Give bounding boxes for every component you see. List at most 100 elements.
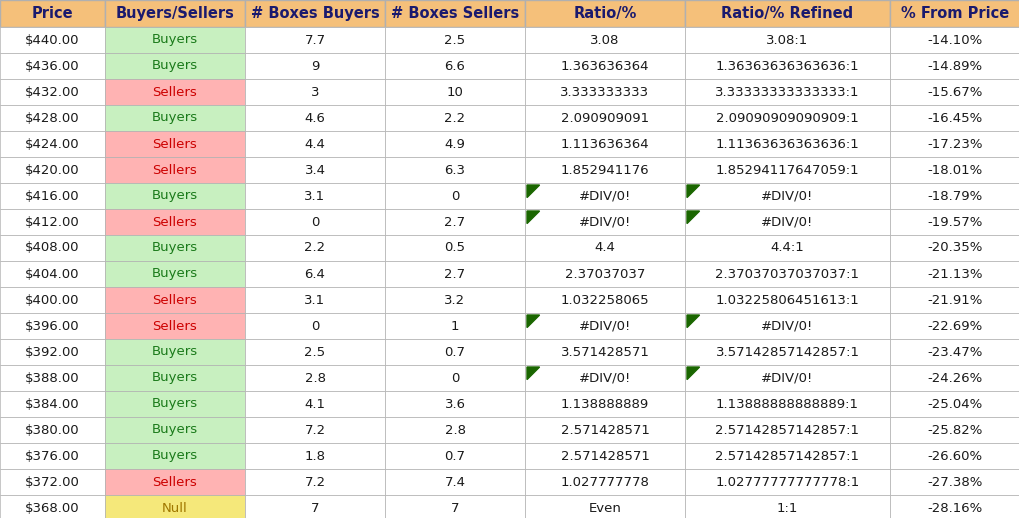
Text: 2.571428571: 2.571428571: [560, 424, 649, 437]
Text: $412.00: $412.00: [25, 215, 79, 228]
Text: -14.10%: -14.10%: [926, 34, 981, 47]
Bar: [384, 105, 525, 131]
Bar: [384, 157, 525, 183]
Text: 4.9: 4.9: [444, 137, 465, 151]
Text: 2.09090909090909:1: 2.09090909090909:1: [715, 111, 858, 124]
Text: -28.16%: -28.16%: [926, 501, 981, 514]
Bar: [685, 261, 890, 287]
Bar: [890, 235, 1019, 261]
Text: 9: 9: [311, 60, 319, 73]
Text: -16.45%: -16.45%: [926, 111, 981, 124]
Bar: [890, 79, 1019, 105]
Text: Buyers: Buyers: [152, 60, 198, 73]
Bar: [525, 183, 685, 209]
Bar: [890, 339, 1019, 365]
Text: 6.4: 6.4: [305, 267, 325, 281]
Text: $392.00: $392.00: [25, 346, 79, 358]
Polygon shape: [527, 185, 539, 197]
Bar: [685, 235, 890, 261]
Text: $376.00: $376.00: [25, 450, 79, 463]
Text: -17.23%: -17.23%: [926, 137, 981, 151]
Text: 4.4: 4.4: [594, 241, 614, 254]
Text: $440.00: $440.00: [25, 34, 79, 47]
Text: $416.00: $416.00: [25, 190, 79, 203]
Text: Sellers: Sellers: [153, 215, 198, 228]
Bar: [245, 157, 384, 183]
Text: Sellers: Sellers: [153, 294, 198, 307]
Bar: [105, 131, 245, 157]
Bar: [890, 417, 1019, 443]
Text: #DIV/0!: #DIV/0!: [579, 190, 631, 203]
Text: -27.38%: -27.38%: [926, 476, 981, 488]
Bar: [890, 183, 1019, 209]
Polygon shape: [687, 211, 699, 224]
Bar: [890, 495, 1019, 518]
Text: #DIV/0!: #DIV/0!: [760, 371, 813, 384]
Bar: [384, 391, 525, 417]
Bar: [105, 105, 245, 131]
Bar: [384, 183, 525, 209]
Bar: [245, 339, 384, 365]
Text: Ratio/%: Ratio/%: [573, 6, 636, 21]
Polygon shape: [687, 185, 699, 197]
Bar: [525, 469, 685, 495]
Text: 4.6: 4.6: [305, 111, 325, 124]
Bar: [890, 443, 1019, 469]
Text: -21.91%: -21.91%: [926, 294, 981, 307]
Polygon shape: [527, 211, 539, 224]
Text: Even: Even: [588, 501, 621, 514]
Text: $388.00: $388.00: [25, 371, 79, 384]
Bar: [245, 469, 384, 495]
Bar: [525, 53, 685, 79]
Text: 2.090909091: 2.090909091: [560, 111, 648, 124]
Bar: [685, 27, 890, 53]
Text: 0.7: 0.7: [444, 450, 465, 463]
Bar: [525, 235, 685, 261]
Text: -18.79%: -18.79%: [926, 190, 981, 203]
Text: 2.57142857142857:1: 2.57142857142857:1: [714, 424, 859, 437]
Bar: [245, 417, 384, 443]
Text: -25.04%: -25.04%: [926, 397, 981, 410]
Text: Sellers: Sellers: [153, 137, 198, 151]
Text: 2.57142857142857:1: 2.57142857142857:1: [714, 450, 859, 463]
Text: 3: 3: [311, 85, 319, 98]
Bar: [245, 209, 384, 235]
Bar: [890, 261, 1019, 287]
Text: #DIV/0!: #DIV/0!: [760, 215, 813, 228]
Bar: [105, 261, 245, 287]
Text: Buyers: Buyers: [152, 346, 198, 358]
Text: 3.1: 3.1: [304, 190, 325, 203]
Bar: [890, 105, 1019, 131]
Text: 4.4: 4.4: [305, 137, 325, 151]
Text: $400.00: $400.00: [25, 294, 79, 307]
Bar: [384, 495, 525, 518]
Bar: [0, 313, 105, 339]
Text: $432.00: $432.00: [25, 85, 79, 98]
Polygon shape: [687, 367, 699, 380]
Bar: [525, 287, 685, 313]
Text: 3.333333333: 3.333333333: [559, 85, 649, 98]
Text: 7.4: 7.4: [444, 476, 465, 488]
Text: -21.13%: -21.13%: [926, 267, 981, 281]
Text: 3.571428571: 3.571428571: [560, 346, 649, 358]
Text: 1.85294117647059:1: 1.85294117647059:1: [715, 164, 858, 177]
Bar: [685, 417, 890, 443]
Bar: [525, 313, 685, 339]
Bar: [685, 391, 890, 417]
Bar: [0, 469, 105, 495]
Bar: [245, 235, 384, 261]
Text: -25.82%: -25.82%: [926, 424, 981, 437]
Bar: [685, 53, 890, 79]
Bar: [525, 27, 685, 53]
Bar: [685, 183, 890, 209]
Bar: [105, 157, 245, 183]
Bar: [890, 209, 1019, 235]
Bar: [685, 469, 890, 495]
Bar: [245, 183, 384, 209]
Text: Price: Price: [32, 6, 73, 21]
Text: 0: 0: [450, 371, 459, 384]
Text: % From Price: % From Price: [900, 6, 1008, 21]
Bar: [384, 443, 525, 469]
Bar: [105, 339, 245, 365]
Bar: [890, 131, 1019, 157]
